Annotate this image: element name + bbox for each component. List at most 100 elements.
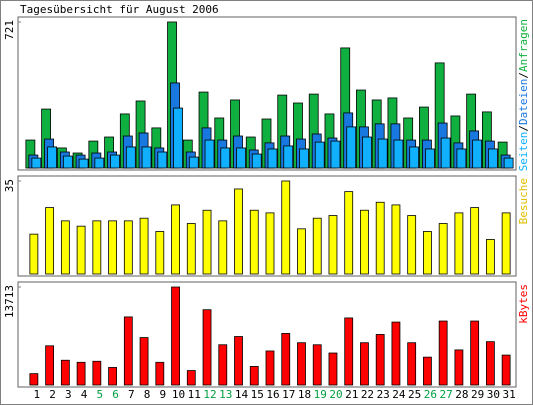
bar: [76, 361, 86, 386]
bar: [60, 359, 70, 386]
bar: [204, 139, 215, 169]
x-tick-label: 28: [455, 388, 468, 401]
x-tick-label: 14: [235, 388, 249, 401]
bar: [299, 148, 309, 169]
bar: [60, 220, 70, 275]
bar: [251, 153, 262, 169]
bar: [409, 146, 420, 169]
bar: [346, 126, 357, 169]
bar: [139, 217, 149, 275]
chart-title: Tagesübersicht für August 2006: [20, 3, 219, 16]
bar: [485, 341, 495, 386]
bar: [108, 367, 117, 386]
bar: [265, 212, 275, 275]
bar: [220, 147, 231, 169]
bar: [202, 309, 212, 386]
bar: [423, 231, 432, 275]
bar: [454, 349, 464, 386]
bar: [440, 137, 451, 169]
x-tick-label: 25: [408, 388, 421, 401]
bar: [92, 220, 102, 275]
legend-entry: kBytes: [517, 284, 530, 324]
x-tick-label: 26: [424, 388, 437, 401]
x-tick-label: 8: [144, 388, 151, 401]
bar: [186, 223, 196, 275]
bar: [360, 342, 369, 386]
bar: [29, 233, 39, 275]
x-tick-label: 15: [251, 388, 264, 401]
bar: [438, 320, 448, 386]
bar: [423, 356, 432, 386]
bar: [29, 373, 39, 386]
bar: [487, 148, 498, 169]
bar: [62, 155, 73, 169]
x-tick-label: 13: [219, 388, 232, 401]
bar: [375, 201, 385, 275]
bar: [125, 146, 136, 169]
bar: [45, 345, 55, 386]
x-tick-label: 23: [377, 388, 390, 401]
bar: [377, 138, 388, 169]
bar: [312, 217, 322, 275]
x-tick-label: 1: [34, 388, 41, 401]
x-tick-label: 27: [440, 388, 453, 401]
legend-entry: Dateien: [517, 79, 530, 125]
x-tick-label: 7: [128, 388, 135, 401]
x-tick-label: 22: [361, 388, 374, 401]
bar: [407, 342, 417, 386]
bar: [454, 212, 464, 275]
bar: [330, 140, 341, 169]
bar: [173, 107, 183, 169]
bar: [485, 239, 495, 275]
bar: [218, 344, 228, 386]
bar: [123, 220, 133, 275]
y-tick-label: 35: [3, 179, 16, 192]
bar: [472, 139, 483, 169]
bar: [470, 207, 480, 275]
x-tick-label: 16: [266, 388, 279, 401]
legend-entry: Seiten: [517, 132, 530, 172]
bar: [218, 220, 228, 275]
bar: [267, 148, 278, 169]
x-tick-label: 19: [314, 388, 327, 401]
bar: [141, 146, 152, 169]
bar: [188, 156, 199, 169]
bar: [281, 333, 291, 386]
bar: [470, 320, 480, 386]
x-tick-label: 30: [487, 388, 500, 401]
bar: [31, 157, 42, 169]
bar: [407, 215, 417, 275]
bar: [94, 157, 105, 169]
bar: [362, 136, 372, 169]
x-tick-label: 11: [188, 388, 201, 401]
x-tick-label: 18: [298, 388, 311, 401]
bar: [186, 370, 196, 386]
x-tick-label: 24: [392, 388, 406, 401]
bar: [283, 145, 294, 169]
bar: [438, 223, 448, 275]
legend: Seiten/Dateien/Anfragen: [517, 19, 530, 171]
bar: [234, 188, 243, 275]
bar: [234, 336, 243, 386]
bar: [155, 361, 165, 386]
x-tick-label: 29: [471, 388, 484, 401]
bar: [344, 317, 354, 386]
bar: [171, 204, 180, 275]
x-tick-label: 6: [112, 388, 119, 401]
bar: [249, 366, 259, 386]
bar: [391, 204, 401, 275]
bar: [297, 228, 306, 275]
bar: [312, 344, 322, 386]
bar: [92, 360, 102, 386]
bar: [236, 147, 246, 169]
x-tick-label: 2: [49, 388, 56, 401]
bar: [501, 212, 511, 275]
bar: [47, 146, 58, 169]
x-tick-label: 10: [172, 388, 185, 401]
bar: [375, 334, 385, 386]
bar: [108, 220, 117, 275]
bar: [503, 157, 514, 169]
bar: [501, 354, 511, 386]
x-tick-label: 5: [97, 388, 104, 401]
bar: [76, 225, 86, 275]
